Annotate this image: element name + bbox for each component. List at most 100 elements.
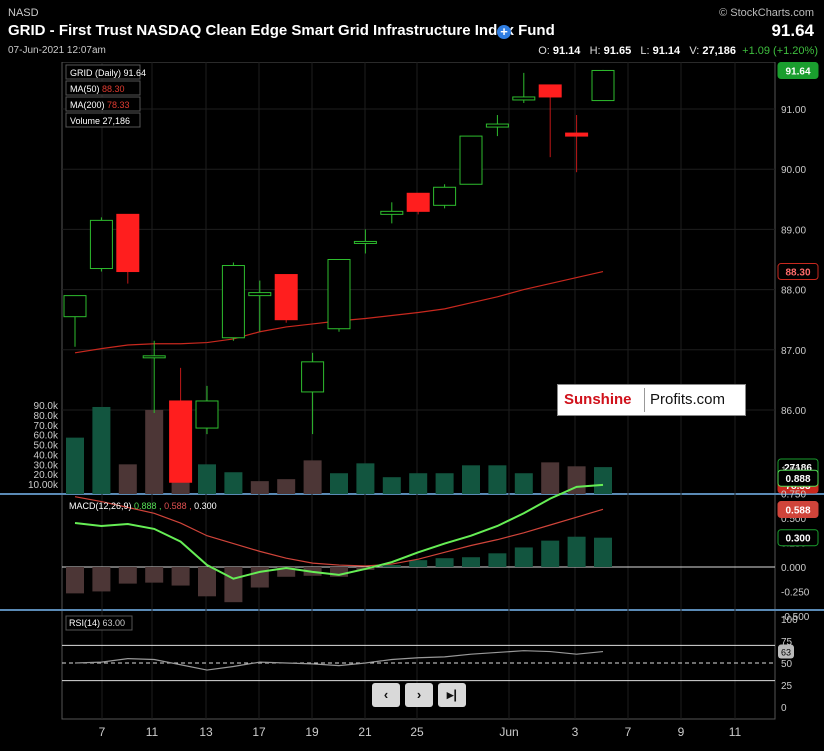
volume-tick-label: 60.0k [34, 431, 59, 442]
macd-legend-part: 0.588 , [164, 501, 194, 511]
hist-value-label-badge [777, 529, 819, 547]
macd-legend-part: MACD(12,26,9) [69, 501, 134, 511]
signal-value-label-badge [777, 501, 819, 519]
volume-bar [435, 473, 454, 494]
candle-body [512, 96, 536, 101]
volume-value: 27,186 [702, 45, 737, 57]
volume-bar [462, 465, 480, 494]
legend-label: GRID (Daily) [70, 68, 124, 78]
volume-bar [382, 477, 401, 494]
panel-frame [61, 62, 776, 495]
candle-body [116, 213, 140, 273]
volume-bar [66, 437, 84, 494]
rsi-legend: RSI(14) 63.00 [69, 618, 125, 628]
macd-legend-part: 0.300 [194, 501, 217, 511]
legend-box [65, 80, 141, 96]
sunshine-profits-watermark: Sunshine Profits.com [557, 384, 746, 416]
prev-button[interactable]: ‹ [372, 683, 400, 707]
volume-tick-label: 80.0k [34, 411, 59, 422]
rsi-tick-label: 50 [781, 659, 793, 670]
macd-line [74, 483, 604, 580]
macd-tick-label: -0.250 [781, 587, 810, 598]
candle-body [274, 274, 298, 321]
hist-value-label: 0.300 [785, 534, 810, 545]
price-tick-label: 91.00 [781, 105, 806, 116]
volume-bar [541, 462, 560, 494]
rsi-tick-label: 25 [781, 681, 793, 692]
candle-body [327, 259, 351, 330]
change-value: +1.09 (+1.20%) [742, 45, 818, 57]
watermark-divider [644, 388, 645, 412]
volume-label: V: [689, 45, 700, 57]
macd-hist-bar [118, 567, 137, 584]
candle-body [248, 292, 272, 297]
candle-body [380, 210, 404, 215]
macd-hist-bar [435, 558, 454, 567]
candle-body [221, 265, 245, 339]
rsi-legend-value: 63.00 [103, 618, 126, 628]
macd-legend-part: 0.888 , [134, 501, 164, 511]
ma50-label-badge [777, 263, 819, 281]
low-label: L: [640, 45, 650, 57]
legend-entry: Volume 27,186 [70, 116, 130, 126]
x-tick-label: 19 [305, 725, 319, 739]
macd-hist-bar [409, 560, 428, 567]
macd-hist-bar [488, 553, 507, 567]
x-tick-label: 21 [358, 725, 372, 739]
x-tick-label: 11 [729, 725, 742, 739]
rsi-line [74, 650, 604, 671]
exchange-label: NASD [8, 7, 39, 19]
open-label: O: [538, 45, 550, 57]
volume-tick-label: 70.0k [34, 421, 59, 432]
macd-value-label: 0.888 [785, 474, 810, 485]
next-button[interactable]: › [405, 683, 433, 707]
volume-bar [356, 463, 375, 494]
macd-tick-label: -0.500 [781, 612, 810, 623]
price-tick-label: 89.00 [781, 225, 806, 236]
jump-to-end-button[interactable]: ▸| [438, 683, 466, 707]
high-value: 91.65 [603, 45, 632, 57]
macd-value-label-badge [777, 469, 819, 487]
macd-hist-bar [277, 567, 296, 577]
high-label: H: [589, 45, 601, 57]
chart-datetime: 07-Jun-2021 12:07am [8, 45, 106, 56]
legend-label: Volume [70, 116, 103, 126]
last-price: 91.64 [771, 21, 814, 40]
volume-tick-label: 90.0k [34, 401, 59, 412]
macd-hist-bar [330, 567, 348, 577]
candle-body [142, 355, 166, 359]
rsi-legend-box [65, 615, 133, 631]
legend-box [65, 112, 141, 128]
watermark-right: Profits.com [650, 391, 726, 408]
volume-bar [145, 409, 164, 494]
legend-box [65, 64, 141, 80]
price-tick-label: 90.00 [781, 165, 806, 176]
x-tick-label: Jun [499, 725, 518, 739]
rsi-tick-label: 100 [781, 615, 798, 626]
volume-bar [277, 479, 296, 494]
legend-entry: MA(200) 78.33 [70, 100, 130, 110]
add-plus-icon[interactable]: + [497, 25, 511, 39]
macd-hist-bar [224, 567, 243, 603]
macd-hist-bar [567, 536, 586, 567]
x-tick-label: 3 [572, 725, 579, 739]
watermark-left: Sunshine [564, 391, 632, 408]
x-tick-label: 25 [410, 725, 424, 739]
candle-body [195, 400, 219, 429]
candle-body [485, 123, 509, 128]
rsi-tick-label: 75 [781, 637, 793, 648]
candle-body [353, 240, 377, 244]
low-value: 91.14 [652, 45, 681, 57]
macd-tick-label: 0.500 [781, 514, 806, 525]
price-label: 91.64 [785, 66, 810, 77]
macd-hist-bar [92, 567, 111, 592]
open-value: 91.14 [552, 45, 581, 57]
volume-bar [514, 473, 533, 494]
x-tick-label: 17 [252, 725, 266, 739]
volume-bar [198, 464, 216, 494]
candle-body [459, 135, 483, 185]
candle-body [89, 219, 113, 270]
macd-hist-bar [514, 547, 533, 567]
volume-tick-label: 40.0k [34, 450, 59, 461]
legend-label: MA(200) [70, 100, 107, 110]
